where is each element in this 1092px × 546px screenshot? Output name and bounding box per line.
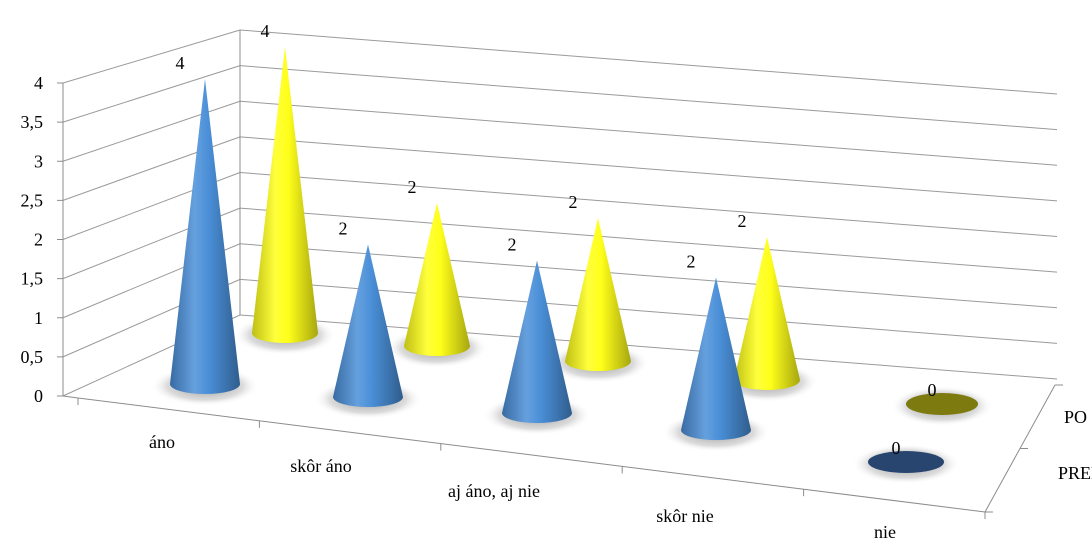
gridlines [62, 29, 1058, 397]
y-axis-tick-labels: 0 0,5 1 1,5 2 2,5 3 3,5 4 [21, 73, 44, 406]
side-gridline [62, 100, 241, 162]
cone-PO-1 [385, 203, 489, 368]
data-label: 0 [892, 438, 901, 458]
cone-PRED-1 [313, 244, 423, 419]
x-axis-category-labels: áno skôr áno aj áno, aj nie skôr nie nie [149, 432, 896, 542]
back-gridline [239, 207, 1058, 273]
cone-body [404, 203, 470, 356]
x-axis-line [77, 397, 986, 513]
y-tick-label: 3 [34, 151, 43, 171]
cones [150, 47, 994, 484]
cone-body [681, 277, 751, 440]
data-label: 0 [928, 380, 937, 400]
cone-PRED-4 [851, 444, 961, 484]
floor-corner [62, 395, 79, 399]
category-label: áno [149, 432, 175, 452]
cone-body [734, 237, 800, 390]
series-label: PRED [1058, 463, 1092, 483]
cone-PO-4 [890, 386, 994, 426]
y-tick-label: 2 [34, 230, 43, 250]
cone-body [565, 218, 631, 371]
axes [57, 30, 1063, 519]
category-label: skôr nie [656, 506, 714, 526]
back-gridline [239, 29, 1058, 95]
back-gridline [239, 243, 1058, 309]
cone-PRED-3 [661, 277, 771, 452]
cone-PRED-0 [150, 79, 260, 406]
back-gridline [239, 136, 1058, 202]
data-label: 2 [408, 177, 417, 197]
category-label: aj áno, aj nie [448, 481, 540, 501]
back-gridline [239, 65, 1058, 131]
category-label: nie [874, 522, 896, 541]
depth-axis-series-labels: PRED PO [1058, 407, 1092, 483]
back-gridline [239, 172, 1058, 237]
data-label: 2 [738, 211, 747, 231]
y-tick-label: 0,5 [21, 347, 44, 367]
category-label: skôr áno [290, 456, 352, 476]
cone-PO-2 [546, 218, 650, 383]
data-label: 2 [569, 192, 578, 212]
y-tick-label: 4 [34, 73, 43, 93]
zero-value-disc [906, 393, 978, 415]
cone-body [502, 260, 572, 423]
cone-body [333, 244, 403, 407]
data-label: 4 [176, 53, 185, 73]
data-label: 4 [261, 21, 270, 41]
data-label: 2 [687, 252, 696, 272]
cone-PRED-2 [482, 260, 592, 435]
cone-body [170, 79, 240, 394]
y-tick-label: 2,5 [21, 190, 44, 210]
cone-PO-0 [233, 47, 337, 355]
cone-body [252, 47, 318, 343]
y-tick-label: 3,5 [21, 112, 44, 132]
zero-value-disc [868, 451, 944, 473]
back-gridline [239, 100, 1058, 166]
y-tick-label: 1,5 [21, 269, 44, 289]
data-label: 2 [508, 235, 517, 255]
side-gridline [62, 65, 241, 123]
y-tick-label: 0 [34, 386, 43, 406]
data-label: 2 [339, 219, 348, 239]
data-labels: 4 2 2 2 0 4 2 2 2 0 [176, 21, 937, 458]
side-gridline [62, 29, 241, 84]
series-label: PO [1064, 407, 1087, 427]
y-tick-label: 1 [34, 308, 43, 328]
